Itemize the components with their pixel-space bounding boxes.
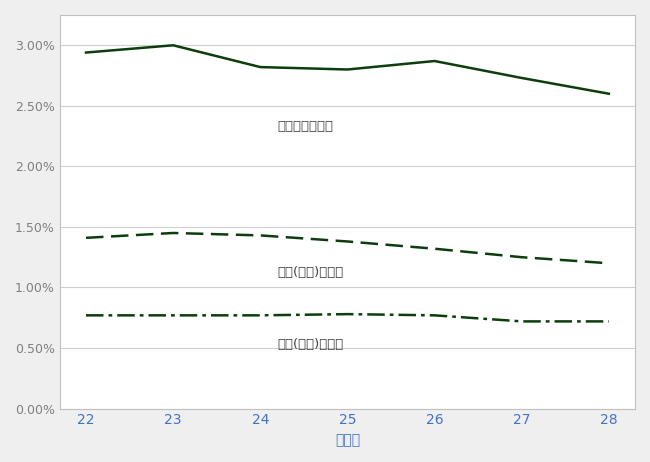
Text: 双子以上の比率: 双子以上の比率 [278, 121, 333, 134]
X-axis label: 分娩年: 分娩年 [335, 433, 360, 447]
Text: 双子(雄雌)の比率: 双子(雄雌)の比率 [278, 266, 344, 279]
Text: 双子(雌雌)の比率: 双子(雌雌)の比率 [278, 338, 344, 351]
